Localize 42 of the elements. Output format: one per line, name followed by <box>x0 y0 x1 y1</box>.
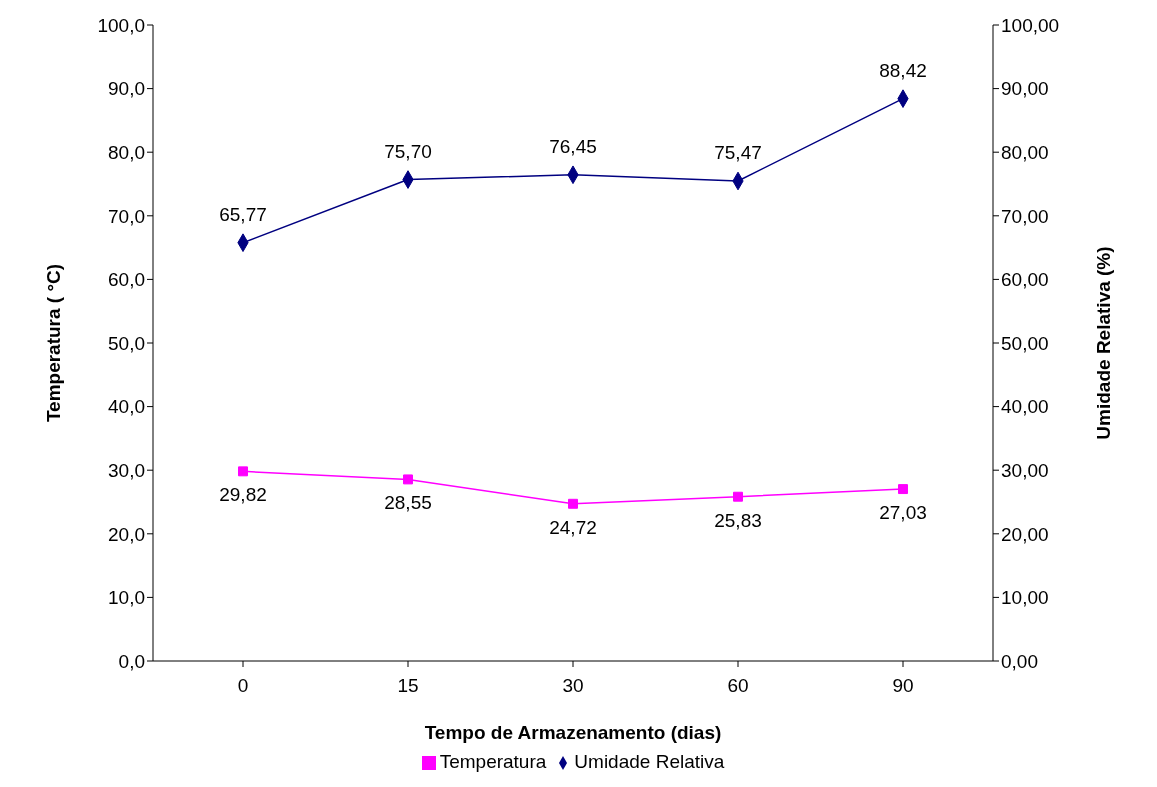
y2-tick-label: 60,00 <box>1001 269 1049 291</box>
y-tick-label: 60,0 <box>108 269 145 291</box>
y-tick-label: 80,0 <box>108 141 145 163</box>
y-tick-label: 70,0 <box>108 205 145 227</box>
x-tick-label: 15 <box>397 675 419 697</box>
legend-label: Umidade Relativa <box>574 751 725 772</box>
y2-tick-label: 0,00 <box>1001 650 1038 672</box>
x-tick-label: 90 <box>892 675 914 697</box>
y2-tick-label: 70,00 <box>1001 205 1049 227</box>
data-label: 24,72 <box>549 516 597 538</box>
y-tick-label: 30,0 <box>108 459 145 481</box>
y-tick-label: 100,0 <box>97 14 145 36</box>
data-label: 76,45 <box>549 135 597 157</box>
x-axis-title: Tempo de Armazenamento (dias) <box>424 722 722 743</box>
data-label: 29,82 <box>219 484 267 506</box>
data-label: 28,55 <box>384 492 432 514</box>
y-tick-label: 10,0 <box>108 587 145 609</box>
y-tick-label: 90,0 <box>108 78 145 100</box>
x-tick-label: 30 <box>562 675 584 697</box>
y-tick-label: 40,0 <box>108 396 145 418</box>
y2-tick-label: 90,00 <box>1001 78 1049 100</box>
data-label: 75,70 <box>384 140 432 162</box>
y2-tick-label: 30,00 <box>1001 459 1049 481</box>
data-label: 88,42 <box>879 59 927 81</box>
y2-tick-label: 50,00 <box>1001 332 1049 354</box>
data-label: 65,77 <box>219 203 267 225</box>
data-label: 25,83 <box>714 509 762 531</box>
y-axis-title: Temperatura ( °C) <box>42 263 64 423</box>
legend-label: Temperatura <box>439 751 547 772</box>
y2-tick-label: 100,00 <box>1001 14 1060 36</box>
y2-tick-label: 20,00 <box>1001 523 1049 545</box>
y-tick-label: 20,0 <box>108 523 145 545</box>
data-label: 27,03 <box>879 502 927 524</box>
x-tick-label: 0 <box>237 675 249 697</box>
y2-tick-label: 10,00 <box>1001 587 1049 609</box>
x-tick-label: 60 <box>727 675 749 697</box>
y-tick-label: 50,0 <box>108 332 145 354</box>
y-tick-label: 0,0 <box>118 650 145 672</box>
data-label: 75,47 <box>714 142 762 164</box>
y2-axis-title: Umidade Relativa (%) <box>1092 246 1114 440</box>
y2-tick-label: 80,00 <box>1001 141 1049 163</box>
y2-tick-label: 40,00 <box>1001 396 1049 418</box>
